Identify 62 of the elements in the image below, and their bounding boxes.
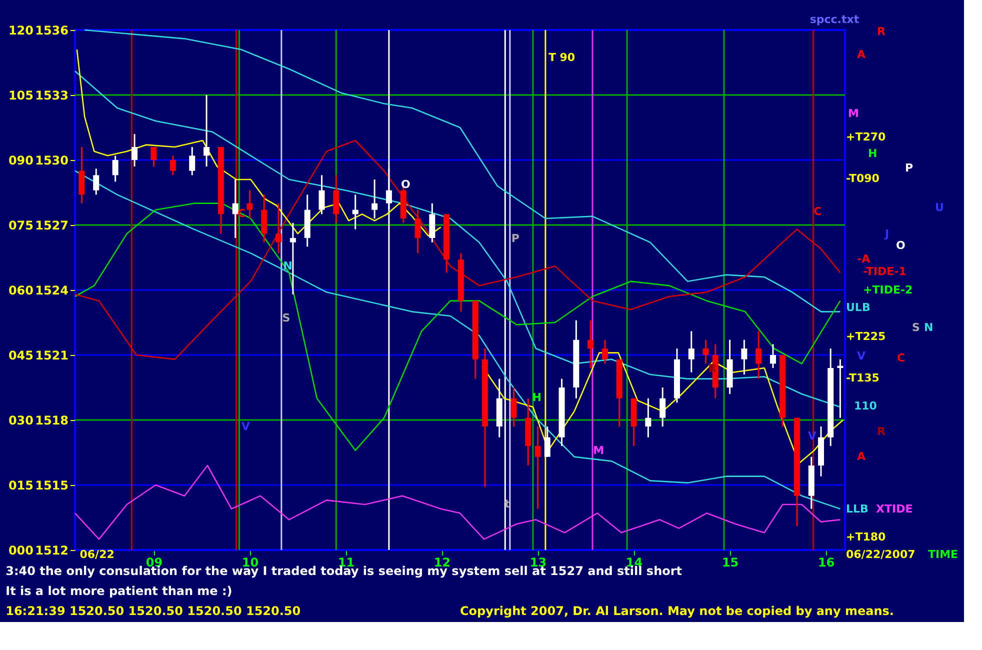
text: -A xyxy=(857,252,871,266)
text: -T090 xyxy=(846,172,880,186)
text: 06/22/2007 xyxy=(846,548,916,561)
annotation: N xyxy=(283,259,292,272)
text: +TIDE-2 xyxy=(863,283,913,296)
x-tick-label: 12 xyxy=(434,556,451,570)
y2-tick-label: 000 xyxy=(8,544,34,558)
y2-tick-label: 120 xyxy=(8,24,34,38)
text: S xyxy=(912,321,920,334)
x-tick-label: 15 xyxy=(722,556,739,570)
y2-tick-label: 015 xyxy=(8,478,34,492)
text: -T135 xyxy=(846,372,880,385)
y2-tick-label: 075 xyxy=(8,218,34,232)
text: ULB xyxy=(846,300,870,314)
annotation: P xyxy=(511,232,520,246)
y2-tick-label: 030 xyxy=(8,414,34,428)
text: J xyxy=(884,227,890,240)
text: C xyxy=(897,351,906,364)
y2-tick-label: 105 xyxy=(8,88,34,102)
text: P xyxy=(905,161,914,174)
y-tick-label: 1533 xyxy=(35,88,68,102)
text: A xyxy=(857,48,866,62)
y2-tick-label: 090 xyxy=(8,154,34,168)
text: A xyxy=(857,450,866,464)
x-tick-label: 16 xyxy=(818,556,835,570)
y-tick-label: 1527 xyxy=(35,218,68,232)
text: XTIDE xyxy=(876,502,913,516)
y-tick-label: 1521 xyxy=(35,348,68,362)
annotation: S xyxy=(282,312,290,325)
text: Copyright 2007, Dr. Al Larson. May not be copied by any means. xyxy=(460,604,894,618)
annotation: M xyxy=(593,444,604,458)
text: LLB xyxy=(846,502,868,516)
y-tick-label: 1530 xyxy=(35,154,68,168)
annotation: C xyxy=(814,205,822,218)
text: O xyxy=(896,238,906,252)
y-tick-label: 1536 xyxy=(35,24,68,38)
text: V xyxy=(857,349,866,362)
text: H xyxy=(868,146,878,160)
text: R xyxy=(877,424,886,438)
y-tick-label: 1518 xyxy=(35,414,68,428)
annotation: O xyxy=(401,178,410,191)
y2-tick-label: 045 xyxy=(8,348,34,362)
text: M xyxy=(848,107,859,120)
text: R xyxy=(877,24,886,38)
text: 110 xyxy=(854,400,878,413)
y2-tick-label: 060 xyxy=(8,284,34,298)
y-tick-label: 1515 xyxy=(35,478,68,492)
text: +T180 xyxy=(846,530,886,544)
y-tick-label: 1524 xyxy=(35,284,68,298)
text: +T270 xyxy=(846,130,886,144)
y-tick-label: 1512 xyxy=(35,544,68,558)
text: TIME xyxy=(928,548,958,561)
text: N xyxy=(924,321,934,334)
annotation: 06/22 xyxy=(80,548,114,561)
text: U xyxy=(935,201,944,214)
annotation: V xyxy=(241,420,250,434)
text: It is a lot more patient than me :) xyxy=(6,584,232,598)
text: +T225 xyxy=(846,330,886,343)
text: -TIDE-1 xyxy=(863,265,906,278)
ref-line-label: T 90 xyxy=(548,51,576,64)
text: 16:21:39 1520.50 1520.50 1520.50 1520.50 xyxy=(6,604,301,618)
text: spcc.txt xyxy=(810,13,860,26)
